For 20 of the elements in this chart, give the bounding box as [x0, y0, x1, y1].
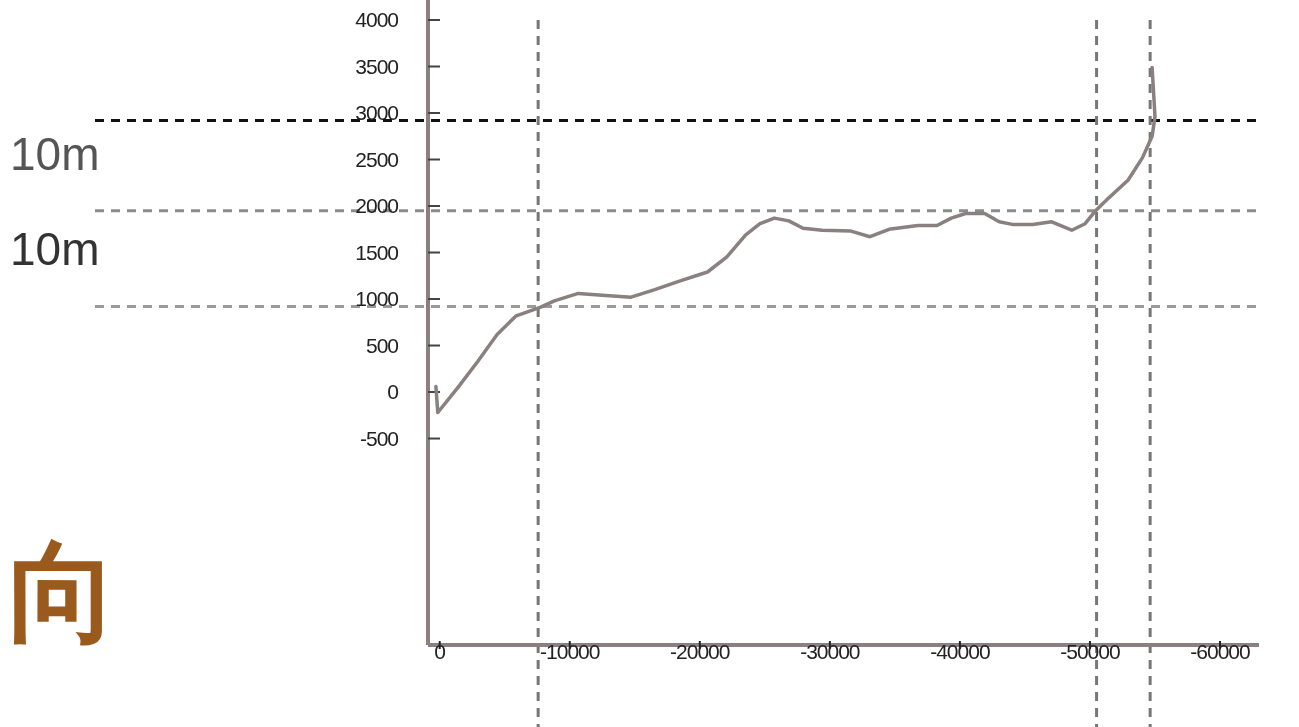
- y-tick-label: 1000: [355, 287, 399, 311]
- y-tick-label: 3000: [355, 101, 399, 125]
- x-tick-label: -10000: [540, 640, 600, 663]
- y-tick-label: 500: [365, 333, 399, 357]
- y-tick-label: 4000: [355, 8, 399, 31]
- text: 向: [8, 530, 118, 653]
- x-tick-label: -30000: [800, 640, 860, 663]
- y-tick-label: -500: [359, 426, 399, 450]
- y-tick-label: 3500: [355, 54, 399, 78]
- x-tick-label: -50000: [1060, 640, 1120, 663]
- y-tick-label: 2500: [355, 147, 399, 171]
- y-tick-label: 1500: [355, 240, 399, 264]
- x-tick-label: -20000: [670, 640, 730, 663]
- text: 10m: [10, 223, 100, 275]
- x-tick-label: -60000: [1190, 640, 1250, 663]
- text: 10m: [10, 128, 100, 180]
- y-tick-label: 0: [387, 380, 399, 404]
- x-tick-label: 0: [434, 640, 446, 663]
- y-tick-label: 2000: [355, 194, 399, 218]
- x-tick-label: -40000: [930, 640, 990, 663]
